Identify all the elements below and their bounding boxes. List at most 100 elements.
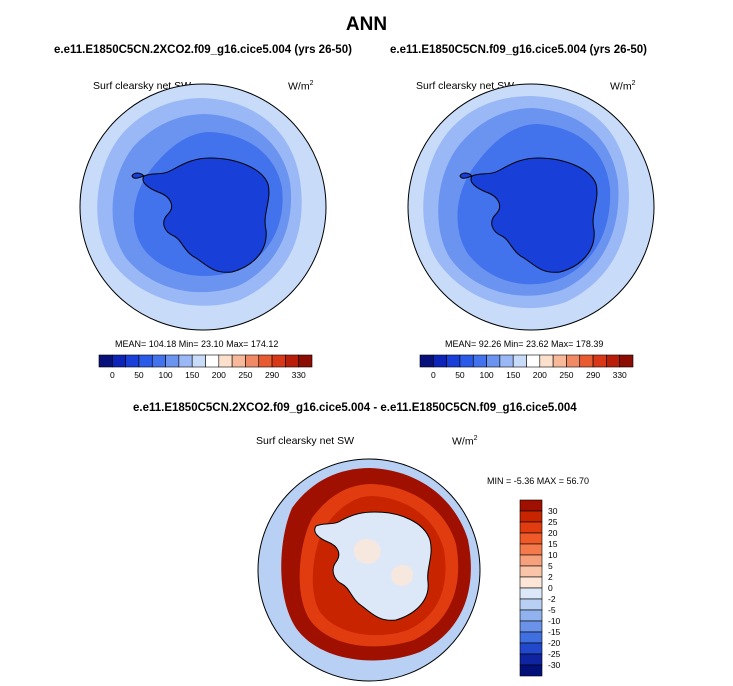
map3-colorbar-tick-label: 5: [548, 561, 553, 571]
map3-colorbar-tick-label: 20: [548, 528, 558, 538]
map2-colorbar-tick-label: 150: [506, 370, 520, 380]
map3-colorbar-tick-label: -25: [548, 649, 561, 659]
map2-colorbar-swatch: [539, 354, 554, 368]
map3-colorbar-swatch: [519, 532, 543, 545]
map3-colorbar-swatch: [519, 609, 543, 622]
panel2-units-exp: 2: [631, 80, 636, 87]
map1-colorbar-swatch: [271, 354, 286, 368]
panel2-units-base: W/m: [610, 80, 632, 93]
map3-colorbar-tick-label: 0: [548, 583, 553, 593]
panel3-units: W/m2: [452, 435, 477, 448]
map1-colorbar-swatch: [258, 354, 273, 368]
map3-colorbar-tick-label: 15: [548, 539, 558, 549]
map3-colorbar-tick-label: -10: [548, 616, 561, 626]
map2-colorbar-swatch: [592, 354, 607, 368]
map3-colorbar-swatch: [519, 499, 543, 512]
map1-colorbar-swatch: [298, 354, 313, 368]
map2-colorbar-tick-label: 50: [455, 370, 465, 380]
map2-colorbar-swatch: [566, 354, 581, 368]
map1-colorbar-swatch: [125, 354, 140, 368]
map1-colorbar-tick-label: 100: [158, 370, 172, 380]
map1-colorbar-tick-label: 200: [212, 370, 226, 380]
map1-colorbar-swatch: [285, 354, 299, 368]
map3-colorbar-swatch: [519, 664, 543, 677]
panel1-units-base: W/m: [288, 80, 310, 93]
map3-colorbar-swatch: [519, 631, 543, 644]
map1-colorbar-swatch: [112, 354, 126, 368]
panel3-variable-label: Surf clearsky net SW: [256, 435, 355, 447]
map1-colorbar-swatch: [191, 354, 206, 368]
map3-colorbar-tick-label: -2: [548, 594, 556, 604]
map2-colorbar-tick-label: 290: [586, 370, 600, 380]
map3-colorbar-tick-label: -5: [548, 605, 556, 615]
panel2-variable-label: Surf clearsky net SW: [416, 80, 515, 92]
map1-colorbar-swatch: [205, 354, 220, 368]
map3-ice-patches: [353, 538, 414, 586]
map2-colorbar-tick-label: 200: [533, 370, 547, 380]
panel2-stats: MEAN= 92.26 Min= 23.62 Max= 178.39: [445, 339, 604, 349]
map1-continent: [142, 157, 270, 273]
map3-colorbar-swatch: [519, 576, 543, 589]
map3-colorbar-swatch: [519, 554, 543, 567]
map2-colorbar-swatch: [472, 354, 487, 368]
map2-colorbar-swatch: [486, 354, 501, 368]
map3-colorbar-swatch: [519, 653, 543, 666]
map3-colorbar-swatch: [519, 543, 543, 556]
map2-colorbar-swatch: [512, 354, 527, 368]
map3-colorbar-tick-label: 30: [548, 506, 558, 516]
map2-colorbar: 0 50 100 150 200 250 290 330: [419, 354, 634, 380]
map3-colorbar-tick-label: -15: [548, 627, 561, 637]
panel1-stats: MEAN= 104.18 Min= 23.10 Max= 174.12: [115, 339, 279, 349]
map1-polar-map: [80, 84, 326, 330]
map1-colorbar-tick-label: 0: [110, 370, 115, 380]
map2-frame: [407, 83, 655, 331]
map2-colorbar-swatch: [606, 354, 620, 368]
map1-colorbar-swatch: [165, 354, 180, 368]
map2-peninsula: [459, 172, 473, 179]
panel1-case-title: e.e11.E1850C5CN.2XCO2.f09_g16.cice5.004 …: [54, 44, 352, 56]
page-title: ANN: [345, 14, 388, 35]
panel3-units-base: W/m: [452, 435, 474, 448]
map3-colorbar-swatch: [519, 598, 543, 611]
panel3-stats: MIN = -5.36 MAX = 56.70: [487, 476, 590, 486]
map3-colorbar-tick-label: -20: [548, 638, 561, 648]
map2-polar-map: [408, 84, 654, 330]
map2-colorbar-swatch: [419, 354, 434, 368]
map3-continent: [314, 511, 432, 621]
panel3-case-title: e.e11.E1850C5CN.2XCO2.f09_g16.cice5.004 …: [133, 402, 577, 414]
map1-colorbar-swatch: [231, 354, 246, 368]
map1-colorbar-swatch: [151, 354, 166, 368]
map2-colorbar-swatch: [446, 354, 461, 368]
map3-colorbar-tick-label: 25: [548, 517, 558, 527]
panel3-units-exp: 2: [473, 435, 478, 442]
map1-colorbar-swatch: [98, 354, 113, 368]
map2-colorbar-tick-label: 330: [613, 370, 627, 380]
map1-colorbar: 0 50 100 150 200 250 290 330: [98, 354, 313, 380]
map3-colorbar-swatch: [519, 620, 543, 633]
map1-colorbar-tick-label: 150: [185, 370, 199, 380]
map2-colorbar-swatch: [579, 354, 594, 368]
map2-continent: [470, 157, 598, 273]
panel1-variable-label: Surf clearsky net SW: [93, 80, 192, 92]
map1-colorbar-swatch: [245, 354, 260, 368]
map1-colorbar-tick-label: 330: [292, 370, 306, 380]
panel2-case-title: e.e11.E1850C5CN.f09_g16.cice5.004 (yrs 2…: [390, 44, 648, 56]
map2-colorbar-swatch: [552, 354, 567, 368]
map3-polar-map: [258, 459, 480, 681]
map3-colorbar-tick-label: 10: [548, 550, 558, 560]
map3-colorbar-swatch: [519, 642, 543, 655]
map2-colorbar-swatch: [433, 354, 447, 368]
map2-colorbar-swatch: [526, 354, 541, 368]
map2-colorbar-swatch: [499, 354, 514, 368]
panel1-units: W/m2: [288, 80, 313, 93]
map1-colorbar-swatch: [178, 354, 193, 368]
panel1-units-exp: 2: [309, 80, 314, 87]
map2-colorbar-swatch: [459, 354, 474, 368]
map1-frame: [79, 83, 327, 331]
map1-peninsula: [131, 172, 145, 179]
map1-colorbar-tick-label: 50: [134, 370, 144, 380]
map1-colorbar-tick-label: 290: [265, 370, 279, 380]
map3-frame: [257, 458, 481, 682]
